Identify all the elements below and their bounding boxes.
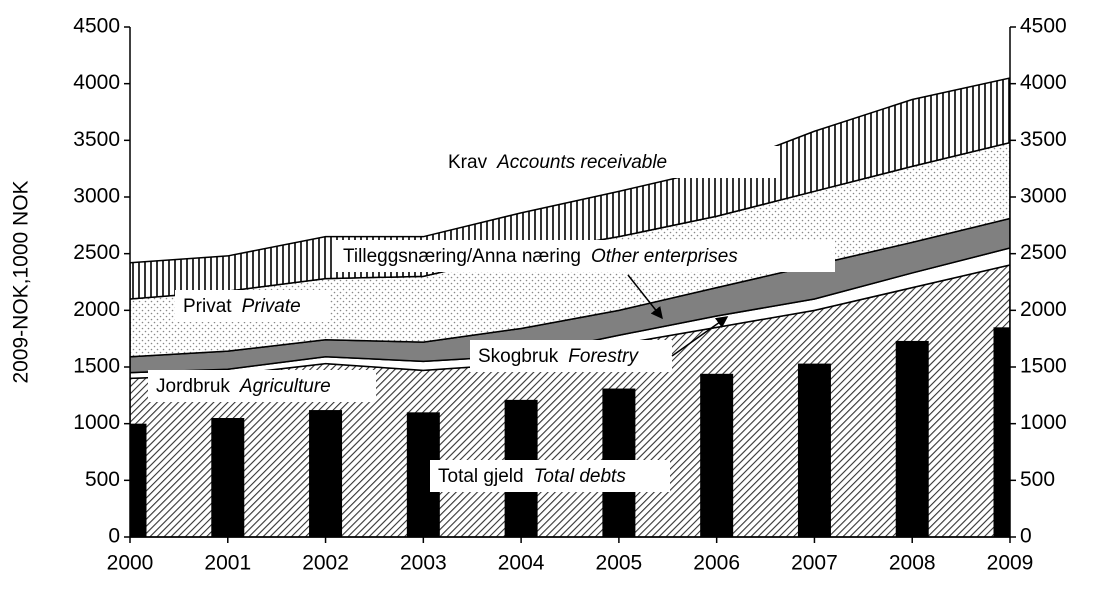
series-label: Krav Accounts receivable — [448, 152, 667, 173]
bar — [700, 373, 734, 537]
y-tick-label: 1500 — [73, 355, 120, 378]
y2-tick-label: 4500 — [1020, 15, 1067, 38]
x-tick-label: 2006 — [693, 552, 740, 575]
x-tick-label: 2001 — [204, 552, 251, 575]
y2-tick-label: 4000 — [1020, 71, 1067, 94]
y-tick-label: 2500 — [73, 241, 120, 264]
label-box — [175, 290, 330, 322]
series-name: Total gjeld — [438, 466, 524, 487]
y2-tick-label: 1500 — [1020, 355, 1067, 378]
label-box — [470, 340, 672, 372]
y-tick-label: 4000 — [73, 71, 120, 94]
label-box — [440, 146, 780, 178]
x-tick-label: 2004 — [498, 552, 545, 575]
label-box — [148, 370, 376, 402]
y2-tick-label: 1000 — [1020, 411, 1067, 434]
y-tick-label: 3500 — [73, 128, 120, 151]
series-name-en: Private — [242, 296, 301, 317]
x-tick-label: 2000 — [107, 552, 154, 575]
y2-tick-label: 3000 — [1020, 185, 1067, 208]
series-label: Privat Private — [183, 296, 301, 317]
bar — [993, 327, 1010, 537]
y-tick-label: 0 — [108, 525, 120, 548]
x-tick-label: 2007 — [791, 552, 838, 575]
y2-tick-label: 500 — [1020, 468, 1055, 491]
series-label: Jordbruk Agriculture — [156, 376, 331, 397]
y-tick-label: 4500 — [73, 15, 120, 38]
label-box — [335, 240, 835, 272]
series-name: Krav — [448, 152, 488, 173]
series-name: Skogbruk — [478, 346, 559, 367]
x-tick-label: 2008 — [889, 552, 936, 575]
bar — [130, 423, 147, 537]
series-name: Privat — [183, 296, 232, 317]
y2-tick-label: 3500 — [1020, 128, 1067, 151]
series-label: Tilleggsnæring/Anna næring Other enterpri… — [343, 246, 738, 267]
series-name: Jordbruk — [156, 376, 230, 397]
bar — [211, 418, 245, 537]
series-label: Total gjeld Total debts — [438, 466, 626, 487]
annotation-arrow — [671, 316, 729, 357]
series-name-en: Agriculture — [239, 376, 331, 397]
series-name-en: Forestry — [568, 346, 639, 367]
bar — [797, 363, 831, 537]
series-name-en: Accounts receivable — [496, 152, 667, 173]
series-name-en: Other enterprises — [591, 246, 738, 267]
annotation-arrow — [627, 274, 663, 320]
label-box — [430, 460, 670, 492]
y-tick-label: 2000 — [73, 298, 120, 321]
y2-tick-label: 2000 — [1020, 298, 1067, 321]
series-name-en: Total debts — [534, 466, 627, 487]
bar — [309, 410, 343, 537]
series-name: Tilleggsnæring/Anna næring — [343, 246, 581, 267]
x-tick-label: 2003 — [400, 552, 447, 575]
y-tick-label: 1000 — [73, 411, 120, 434]
y-tick-label: 500 — [85, 468, 120, 491]
y2-tick-label: 0 — [1020, 525, 1032, 548]
y-axis-label: 2009-NOK,1000 NOK — [10, 180, 33, 383]
series-label: Skogbruk Forestry — [478, 346, 639, 367]
x-tick-label: 2005 — [596, 552, 643, 575]
x-tick-label: 2002 — [302, 552, 349, 575]
x-tick-label: 2009 — [987, 552, 1034, 575]
y2-tick-label: 2500 — [1020, 241, 1067, 264]
bar — [895, 340, 929, 537]
y-tick-label: 3000 — [73, 185, 120, 208]
